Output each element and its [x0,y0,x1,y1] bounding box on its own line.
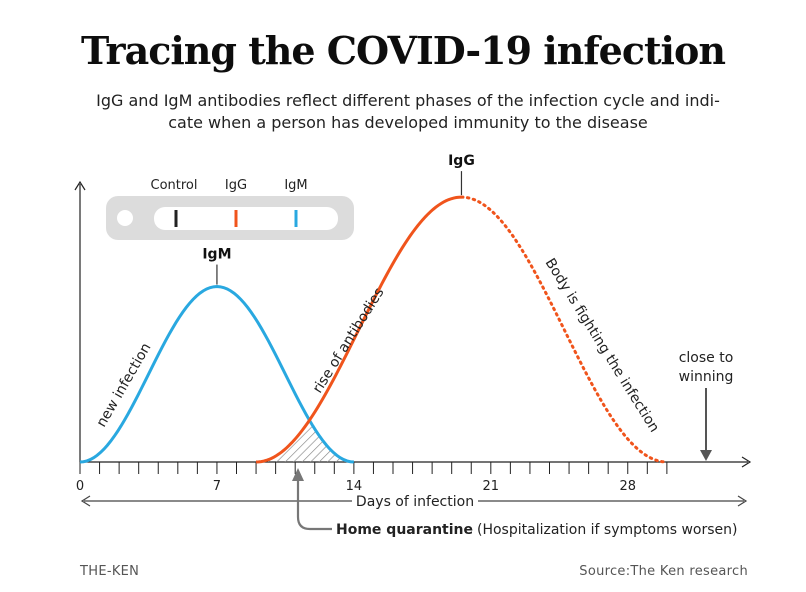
legend-label-igg: IgG [225,178,247,193]
x-tick-label: 14 [346,479,363,494]
home-quarantine-bold: Home quarantine [336,522,473,538]
days-axis-left-arrow-icon [80,495,91,507]
test-strip-well-icon [117,210,133,226]
close-to-annotation: close to [679,350,734,366]
igg-curve-dotted [459,195,669,464]
close-to-winning-arrow-head-icon [700,450,712,461]
legend-label-control: Control [151,178,198,193]
x-tick-label: 0 [76,479,84,494]
new-infection-annotation: new infection [94,340,155,430]
igg-peak-label: IgG [448,153,475,169]
legend-label-igm: IgM [284,178,307,193]
test-strip-legend: Control IgG IgM [106,178,354,240]
chart-title: Tracing the COVID-19 infection [81,28,726,73]
x-axis-ticks [79,462,668,474]
x-tick-label: 7 [213,479,221,494]
overlap-hatched-region [256,420,354,462]
home-quarantine-arrow-head-icon [292,468,304,481]
body-fighting-annotation: Body is fighting the infection [542,256,663,436]
source-footer: Source:The Ken research [579,564,748,579]
test-strip-window [154,207,338,230]
home-quarantine-note: Home quarantine (Hospitalization if sympt… [336,522,738,538]
brand-footer: THE-KEN [80,564,140,579]
igm-curve [79,285,354,464]
winning-annotation: winning [679,369,734,385]
x-axis-tick-labels: 0 7 14 21 28 [76,479,636,494]
days-axis-right-arrow-icon [737,495,748,507]
x-axis-label: Days of infection [356,494,474,510]
igm-peak-label: IgM [202,247,231,263]
hospitalization-note: (Hospitalization if symptoms worsen) [477,522,738,538]
home-quarantine-pointer [296,478,332,531]
x-tick-label: 28 [619,479,636,494]
x-tick-label: 21 [483,479,500,494]
chart-subtitle: IgG and IgM antibodies reflect different… [96,91,720,132]
rise-of-antibodies-annotation: rise of antibodies [310,285,388,396]
y-axis-arrow-icon [74,180,86,191]
x-axis-arrow-icon [741,456,752,468]
igg-curve-solid [256,195,462,464]
